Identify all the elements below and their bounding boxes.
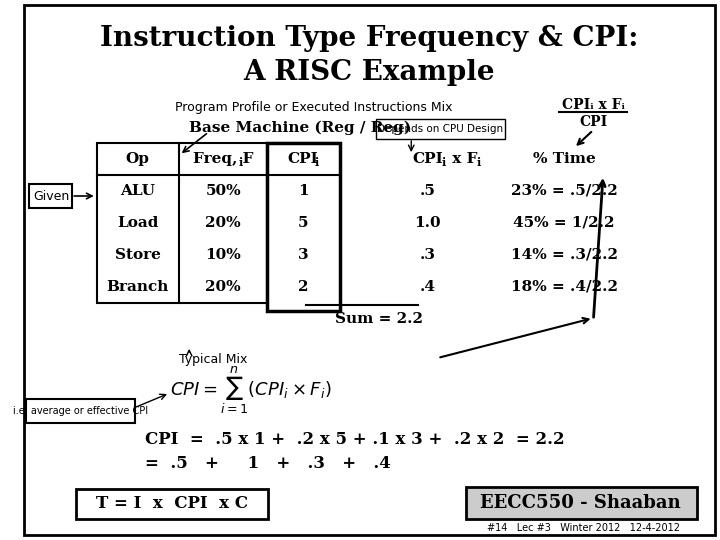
FancyBboxPatch shape bbox=[466, 487, 697, 519]
Text: CPI: CPI bbox=[288, 152, 318, 166]
Text: i.e. average or effective CPI: i.e. average or effective CPI bbox=[12, 406, 148, 416]
Text: 23% = .5/2.2: 23% = .5/2.2 bbox=[510, 184, 618, 198]
Text: =  .5   +     1   +   .3   +   .4: = .5 + 1 + .3 + .4 bbox=[145, 455, 391, 471]
Text: Base Machine (Reg / Reg): Base Machine (Reg / Reg) bbox=[189, 121, 411, 135]
FancyBboxPatch shape bbox=[96, 143, 340, 303]
Text: Op: Op bbox=[125, 152, 150, 166]
Text: 10%: 10% bbox=[205, 248, 241, 262]
Text: Program Profile or Executed Instructions Mix: Program Profile or Executed Instructions… bbox=[174, 100, 452, 113]
Text: Instruction Type Frequency & CPI:: Instruction Type Frequency & CPI: bbox=[100, 24, 639, 51]
Text: 14% = .3/2.2: 14% = .3/2.2 bbox=[510, 248, 618, 262]
Text: 1.0: 1.0 bbox=[415, 216, 441, 230]
Text: x F: x F bbox=[447, 152, 478, 166]
Text: Store: Store bbox=[114, 248, 161, 262]
Text: ALU: ALU bbox=[120, 184, 155, 198]
FancyBboxPatch shape bbox=[376, 119, 505, 139]
Text: .5: .5 bbox=[420, 184, 436, 198]
Text: $CPI = \sum_{i=1}^{n}\left(CPI_i \times F_i\right)$: $CPI = \sum_{i=1}^{n}\left(CPI_i \times … bbox=[170, 364, 331, 416]
FancyBboxPatch shape bbox=[267, 143, 340, 311]
Text: Typical Mix: Typical Mix bbox=[179, 354, 248, 367]
Text: EECC550 - Shaaban: EECC550 - Shaaban bbox=[480, 494, 681, 512]
Text: 1: 1 bbox=[298, 184, 308, 198]
Text: 5: 5 bbox=[298, 216, 308, 230]
FancyBboxPatch shape bbox=[25, 399, 135, 423]
Text: 2: 2 bbox=[298, 280, 308, 294]
Text: T = I  x  CPI  x C: T = I x CPI x C bbox=[96, 496, 248, 512]
FancyBboxPatch shape bbox=[24, 5, 715, 535]
Text: 20%: 20% bbox=[205, 216, 241, 230]
Text: Load: Load bbox=[117, 216, 158, 230]
Text: CPI: CPI bbox=[413, 152, 444, 166]
Text: CPI  =  .5 x 1 +  .2 x 5 + .1 x 3 +  .2 x 2  = 2.2: CPI = .5 x 1 + .2 x 5 + .1 x 3 + .2 x 2 … bbox=[145, 431, 565, 449]
Text: A RISC Example: A RISC Example bbox=[243, 58, 495, 85]
Text: .3: .3 bbox=[420, 248, 436, 262]
Text: 45% = 1/2.2: 45% = 1/2.2 bbox=[513, 216, 615, 230]
Text: % Time: % Time bbox=[533, 152, 595, 166]
Text: #14   Lec #3   Winter 2012   12-4-2012: #14 Lec #3 Winter 2012 12-4-2012 bbox=[487, 523, 680, 533]
Text: CPIᵢ x Fᵢ: CPIᵢ x Fᵢ bbox=[562, 98, 625, 112]
Text: 20%: 20% bbox=[205, 280, 241, 294]
Text: .4: .4 bbox=[420, 280, 436, 294]
Text: Freq, F: Freq, F bbox=[193, 152, 253, 166]
Text: 50%: 50% bbox=[205, 184, 241, 198]
Text: Depends on CPU Design: Depends on CPU Design bbox=[377, 124, 503, 134]
Text: i: i bbox=[441, 158, 446, 168]
Text: 3: 3 bbox=[298, 248, 308, 262]
FancyBboxPatch shape bbox=[76, 489, 268, 519]
Text: i: i bbox=[315, 158, 319, 168]
Text: i: i bbox=[477, 158, 481, 168]
FancyBboxPatch shape bbox=[30, 184, 72, 208]
Text: 18% = .4/2.2: 18% = .4/2.2 bbox=[510, 280, 618, 294]
Text: Branch: Branch bbox=[107, 280, 168, 294]
Text: Sum = 2.2: Sum = 2.2 bbox=[335, 312, 423, 326]
Text: CPI: CPI bbox=[580, 115, 608, 129]
Text: Given: Given bbox=[32, 190, 69, 202]
Text: i: i bbox=[238, 158, 243, 168]
